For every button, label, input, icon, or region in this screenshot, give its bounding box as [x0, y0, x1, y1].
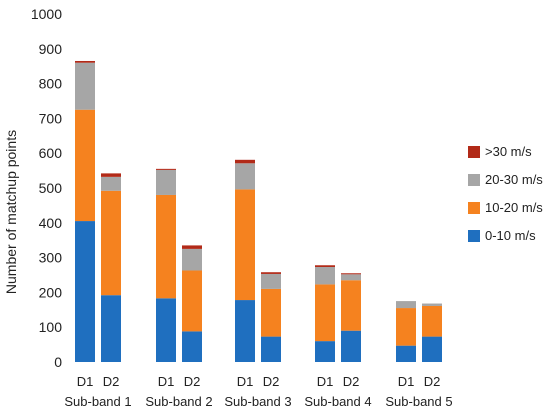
x-tick-label: D1	[77, 374, 94, 389]
y-tick-label: 400	[39, 215, 63, 231]
y-tick-label: 300	[39, 250, 63, 266]
legend-label: >30 m/s	[485, 144, 532, 159]
bar-segment	[75, 62, 95, 110]
legend-swatch	[468, 146, 480, 158]
bar-segment	[75, 60, 95, 63]
y-tick-label: 900	[39, 41, 63, 57]
y-tick-label: 600	[39, 145, 63, 161]
bar-segment	[396, 301, 416, 309]
x-tick-label: D1	[317, 374, 334, 389]
legend-swatch	[468, 230, 480, 242]
bar-segment	[341, 280, 361, 331]
bar-segment	[101, 190, 121, 296]
bar-segment	[341, 274, 361, 281]
bar-segment	[422, 303, 442, 306]
y-axis-label: Number of matchup points	[3, 130, 19, 294]
y-tick-label: 800	[39, 76, 63, 92]
bar-segment	[182, 245, 202, 249]
bar-segment	[422, 305, 442, 337]
bar-segment	[315, 265, 335, 267]
x-tick-label: D2	[184, 374, 201, 389]
bars	[75, 60, 442, 362]
bar-segment	[156, 169, 176, 195]
bar-segment	[315, 266, 335, 285]
x-tick-label: D1	[237, 374, 254, 389]
bar-segment	[101, 176, 121, 191]
bar-segment	[235, 189, 255, 301]
y-tick-label: 1000	[31, 6, 62, 22]
bar-segment	[156, 194, 176, 299]
bar-segment	[341, 273, 361, 275]
x-tick-label: D1	[398, 374, 415, 389]
bar-segment	[182, 331, 202, 362]
bar-segment	[235, 163, 255, 190]
legend-swatch	[468, 202, 480, 214]
bar-segment	[235, 159, 255, 164]
legend-label: 10-20 m/s	[485, 200, 543, 215]
x-tick-label: D1	[158, 374, 175, 389]
bar-segment	[75, 109, 95, 222]
x-tick-label: D2	[263, 374, 280, 389]
group-label: Sub-band 1	[64, 394, 131, 409]
bar-segment	[156, 298, 176, 362]
group-label: Sub-band 5	[385, 394, 452, 409]
bar-segment	[261, 272, 281, 274]
y-tick-label: 500	[39, 180, 63, 196]
bar-segment	[261, 288, 281, 337]
bar-segment	[261, 336, 281, 362]
y-axis: 0 100 200 300 400 500 600 700 800 900 1000	[31, 6, 62, 370]
bar-segment	[261, 273, 281, 289]
legend: >30 m/s 20-30 m/s 10-20 m/s 0-10 m/s	[468, 144, 543, 243]
x-tick-label: D2	[103, 374, 120, 389]
bar-segment	[341, 330, 361, 362]
legend-swatch	[468, 174, 480, 186]
y-tick-label: 200	[39, 284, 63, 300]
group-label: Sub-band 2	[145, 394, 212, 409]
legend-label: 20-30 m/s	[485, 172, 543, 187]
bar-segment	[396, 345, 416, 362]
bar-segment	[235, 300, 255, 362]
y-tick-label: 100	[39, 319, 63, 335]
x-tick-label: D2	[424, 374, 441, 389]
bar-segment	[75, 221, 95, 362]
bar-segment	[315, 284, 335, 342]
bar-segment	[101, 173, 121, 177]
bar-segment	[156, 168, 176, 170]
group-label: Sub-band 3	[224, 394, 291, 409]
bar-segment	[422, 336, 442, 362]
bar-segment	[182, 270, 202, 332]
bar-segment	[396, 308, 416, 346]
group-label: Sub-band 4	[304, 394, 371, 409]
bar-segment	[101, 295, 121, 362]
x-tick-label: D2	[343, 374, 360, 389]
bar-segment	[182, 248, 202, 271]
y-tick-label: 0	[54, 354, 62, 370]
legend-label: 0-10 m/s	[485, 228, 536, 243]
x-axis-labels: D1 D2 D1 D2 D1 D2 D1 D2 D1 D2 Sub-band 1 Sub-band 2…	[64, 374, 452, 409]
y-tick-label: 700	[39, 110, 63, 126]
bar-segment	[315, 341, 335, 362]
